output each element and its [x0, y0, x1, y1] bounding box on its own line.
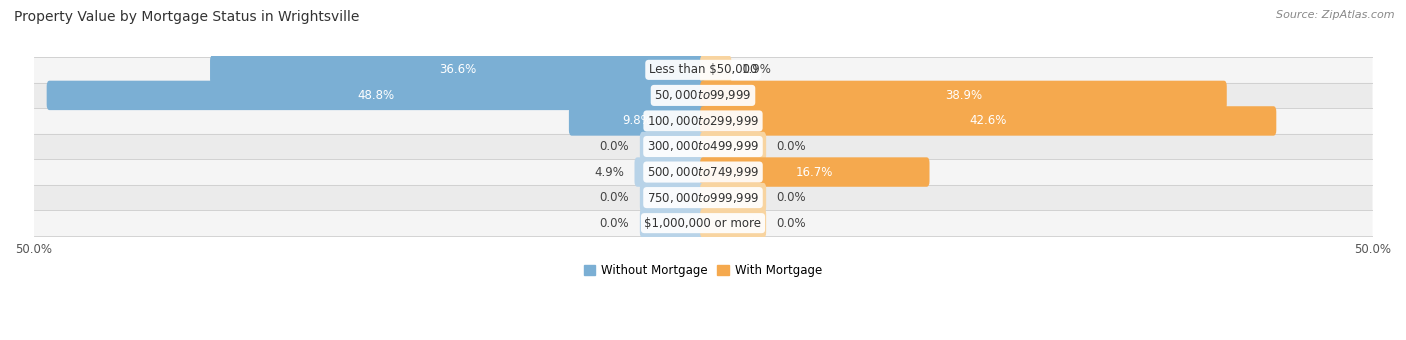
Text: 48.8%: 48.8%	[357, 89, 395, 102]
FancyBboxPatch shape	[700, 183, 766, 212]
FancyBboxPatch shape	[34, 134, 1372, 159]
Text: 38.9%: 38.9%	[945, 89, 981, 102]
Text: Less than $50,000: Less than $50,000	[648, 63, 758, 76]
Text: $50,000 to $99,999: $50,000 to $99,999	[654, 88, 752, 102]
FancyBboxPatch shape	[700, 81, 1227, 110]
Text: $500,000 to $749,999: $500,000 to $749,999	[647, 165, 759, 179]
FancyBboxPatch shape	[700, 106, 1277, 136]
Text: 9.8%: 9.8%	[623, 115, 652, 128]
FancyBboxPatch shape	[700, 132, 766, 161]
Text: $300,000 to $499,999: $300,000 to $499,999	[647, 139, 759, 153]
Text: Source: ZipAtlas.com: Source: ZipAtlas.com	[1277, 10, 1395, 20]
Text: 0.0%: 0.0%	[600, 140, 630, 153]
Text: 0.0%: 0.0%	[776, 217, 806, 230]
FancyBboxPatch shape	[34, 108, 1372, 134]
FancyBboxPatch shape	[640, 132, 706, 161]
Text: 42.6%: 42.6%	[970, 115, 1007, 128]
FancyBboxPatch shape	[34, 185, 1372, 210]
Text: 4.9%: 4.9%	[595, 166, 624, 178]
FancyBboxPatch shape	[700, 55, 731, 85]
Text: 16.7%: 16.7%	[796, 166, 834, 178]
FancyBboxPatch shape	[634, 157, 706, 187]
FancyBboxPatch shape	[34, 159, 1372, 185]
Text: 0.0%: 0.0%	[776, 191, 806, 204]
Text: 1.9%: 1.9%	[742, 63, 772, 76]
FancyBboxPatch shape	[640, 208, 706, 238]
FancyBboxPatch shape	[34, 83, 1372, 108]
Text: $100,000 to $299,999: $100,000 to $299,999	[647, 114, 759, 128]
Text: 0.0%: 0.0%	[776, 140, 806, 153]
Text: 0.0%: 0.0%	[600, 191, 630, 204]
Text: $1,000,000 or more: $1,000,000 or more	[644, 217, 762, 230]
FancyBboxPatch shape	[34, 210, 1372, 236]
FancyBboxPatch shape	[34, 57, 1372, 83]
Text: $750,000 to $999,999: $750,000 to $999,999	[647, 191, 759, 205]
FancyBboxPatch shape	[569, 106, 706, 136]
Legend: Without Mortgage, With Mortgage: Without Mortgage, With Mortgage	[579, 260, 827, 282]
FancyBboxPatch shape	[700, 208, 766, 238]
FancyBboxPatch shape	[46, 81, 706, 110]
FancyBboxPatch shape	[209, 55, 706, 85]
Text: 0.0%: 0.0%	[600, 217, 630, 230]
Text: Property Value by Mortgage Status in Wrightsville: Property Value by Mortgage Status in Wri…	[14, 10, 360, 24]
FancyBboxPatch shape	[700, 157, 929, 187]
FancyBboxPatch shape	[640, 183, 706, 212]
Text: 36.6%: 36.6%	[439, 63, 477, 76]
